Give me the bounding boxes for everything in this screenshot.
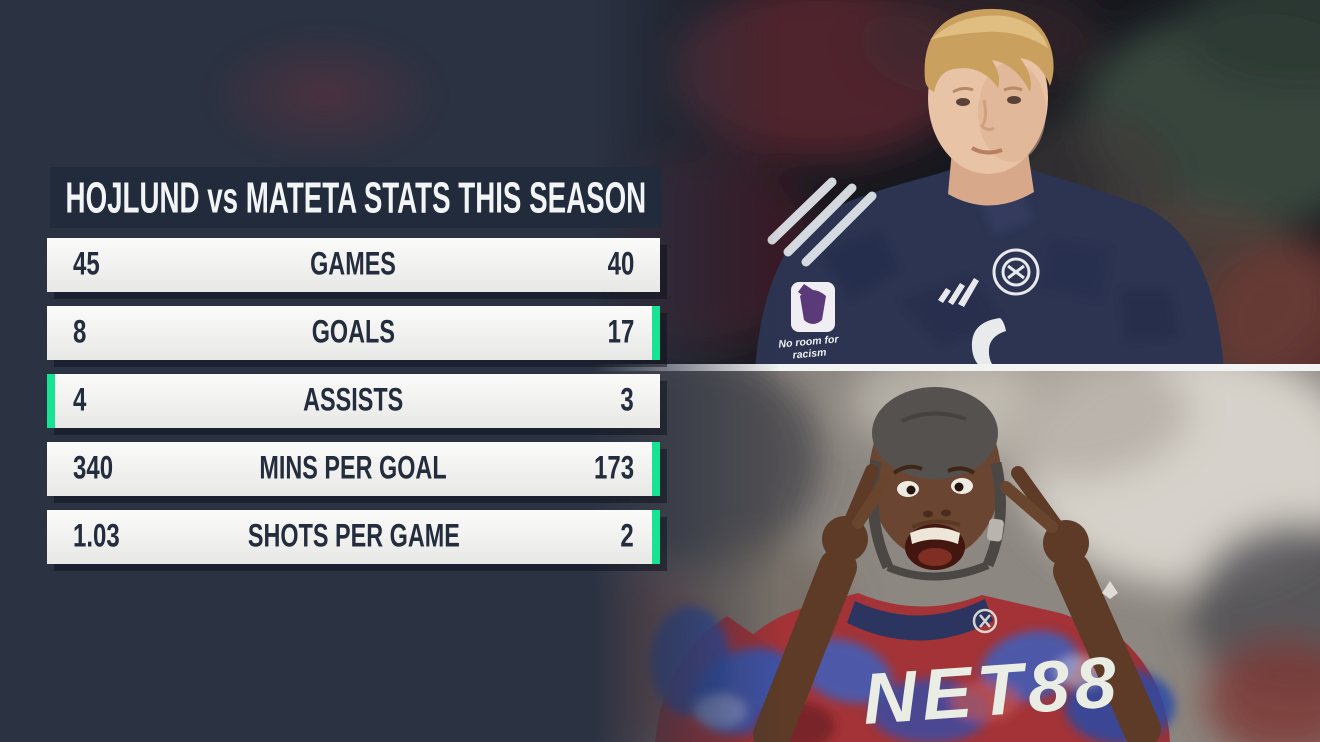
club-crest-icon [992,248,1040,296]
stat-row-games: 45 GAMES 40 [47,238,660,292]
mateta-value: 17 [607,314,634,351]
highlight-left [47,374,55,428]
adidas-logo-icon [938,278,979,307]
stat-row-shots-per-game: 1.03 SHOTS PER GAME 2 [47,510,660,564]
arms-and-hands [753,464,1161,742]
stat-label: SHOTS PER GAME [247,518,460,555]
highlight-right [652,442,660,496]
stat-label: GAMES [310,246,397,283]
mateta-value: 3 [620,382,634,419]
highlight-right [652,306,660,360]
hojlund-value: 1.03 [73,518,120,555]
scrum-cap [872,387,998,479]
head-with-scrum-cap [867,387,1006,581]
player-hojlund-figure [755,8,1224,371]
stat-row-assists: 4 ASSISTS 3 [47,374,660,428]
mateta-value: 40 [607,246,634,283]
stat-label: GOALS [311,314,396,351]
hojlund-value: 4 [73,382,87,419]
shirt-collar [847,599,993,641]
macron-logo-icon [1102,581,1118,599]
hojlund-value: 340 [73,450,114,487]
mateta-value: 173 [593,450,634,487]
player-mateta-figure [650,387,1175,742]
title-bar: HOJLUND vs MATETA STATS THIS SEASON [50,167,662,228]
highlight-right [652,510,660,564]
premier-league-badge-icon [791,282,835,332]
navy-overlay [0,0,780,742]
page-title: HOJLUND vs MATETA STATS THIS SEASON [65,172,647,222]
stat-label: ASSISTS [303,382,404,419]
stat-label: MINS PER GOAL [259,450,448,487]
palace-crest-icon [972,608,998,634]
hojlund-value: 8 [73,314,87,351]
stat-row-goals: 8 GOALS 17 [47,306,660,360]
hojlund-value: 45 [73,246,100,283]
mateta-value: 2 [620,518,634,555]
face-features [952,86,1023,155]
sponsor-swirl-icon [971,318,1006,371]
stat-rows: 45 GAMES 40 8 GOALS 17 4 ASSISTS 3 [47,238,660,564]
stat-row-mins-per-goal: 340 MINS PER GOAL 173 [47,442,660,496]
adidas-stripes-icon [767,177,877,267]
mateta-face [892,464,976,570]
